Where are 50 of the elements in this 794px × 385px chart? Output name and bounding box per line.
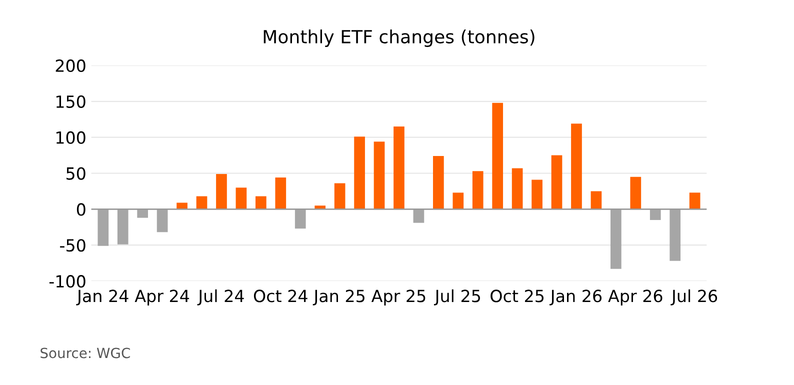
x-tick-label: Jan 26 [550, 290, 602, 306]
y-tick-label: 0 [76, 203, 86, 216]
bar [472, 171, 484, 210]
bar [610, 209, 622, 269]
chart-title: Monthly ETF changes (tonnes) [264, 30, 534, 47]
y-tick-label: -100 [49, 275, 86, 288]
bar [650, 209, 661, 220]
x-tick-label: Jul 26 [670, 289, 718, 306]
y-tick-label: 200 [56, 59, 86, 72]
bar [433, 156, 444, 210]
x-tick-label: Oct 24 [254, 290, 308, 302]
bar [590, 191, 602, 210]
bar [452, 192, 464, 210]
bar [334, 183, 346, 210]
bar [236, 188, 247, 210]
bar [670, 209, 681, 261]
y-tick-label: 100 [56, 131, 86, 144]
bar [196, 196, 208, 210]
bar [394, 126, 404, 210]
bar [294, 209, 306, 229]
bar [137, 209, 148, 218]
bar [98, 209, 109, 246]
bar [532, 180, 542, 210]
y-tick-label: 50 [66, 167, 86, 180]
bar [413, 209, 424, 223]
source-note: Source: WGC [40, 348, 130, 358]
y-tick-label: 150 [56, 95, 86, 108]
x-tick-label: Jan 24 [76, 290, 128, 306]
bar [275, 178, 286, 210]
bar [216, 174, 227, 210]
y-tick-label: -50 [60, 239, 86, 252]
bar [374, 142, 385, 210]
bar [156, 209, 168, 232]
x-tick-label: Oct 25 [490, 290, 544, 302]
bar [689, 192, 700, 210]
x-tick-label: Jul 25 [434, 289, 480, 306]
bar [551, 155, 562, 210]
bar [256, 196, 266, 210]
x-tick-label: Apr 26 [608, 290, 662, 306]
bar [117, 209, 128, 244]
x-tick-label: Jul 24 [197, 289, 244, 306]
bar [571, 124, 582, 210]
bar [492, 102, 504, 210]
bar [354, 136, 365, 210]
bar [512, 168, 523, 210]
bar [630, 176, 642, 210]
bar [176, 202, 188, 210]
x-tick-label: Apr 24 [134, 290, 190, 306]
x-tick-label: Jan 25 [312, 290, 364, 306]
x-tick-label: Apr 25 [371, 290, 426, 306]
